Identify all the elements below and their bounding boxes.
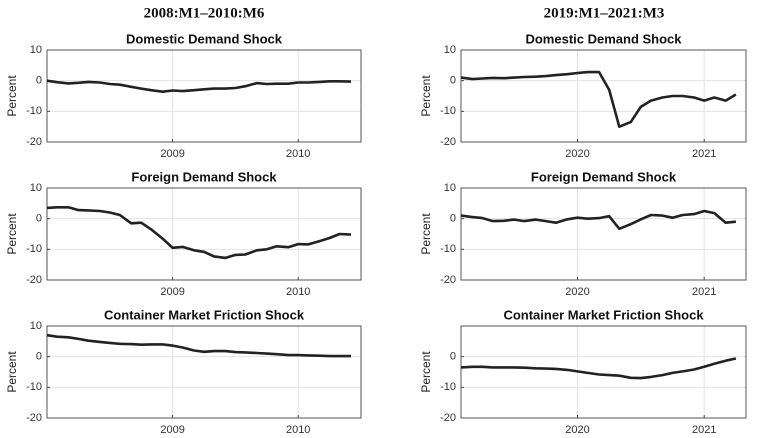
y-tick-label: 10	[30, 44, 42, 56]
y-axis-label: Percent	[419, 75, 433, 117]
y-tick-label: 0	[450, 75, 456, 87]
y-axis-label: Percent	[419, 213, 433, 255]
plot-title: Container Market Friction Shock	[104, 307, 305, 322]
y-axis-label: Percent	[419, 351, 433, 393]
data-line	[46, 333, 351, 358]
y-tick-label: -20	[26, 412, 42, 424]
plot-frame	[460, 187, 747, 281]
y-tick-label: 10	[444, 182, 456, 194]
x-tick-label: 2009	[160, 424, 184, 436]
data-line	[460, 209, 737, 231]
data-line	[460, 357, 737, 380]
x-tick-label: 2021	[692, 286, 716, 298]
column-title: 2008:M1–2010:M6	[144, 5, 265, 21]
y-tick-label: -20	[440, 412, 456, 424]
data-line	[46, 206, 352, 260]
column-title: 2019:M1–2021:M3	[544, 5, 665, 21]
x-tick-label: 2009	[160, 286, 184, 298]
x-tick-label: 2020	[565, 148, 589, 160]
plot-frame	[46, 325, 362, 419]
plot-title: Container Market Friction Shock	[503, 307, 704, 322]
plot-frame	[46, 49, 362, 143]
plot-frame	[46, 187, 362, 281]
y-tick-label: -20	[440, 274, 456, 286]
data-line	[460, 70, 737, 128]
x-tick-label: 2009	[160, 148, 184, 160]
y-axis-label: Percent	[5, 351, 19, 393]
y-tick-label: -20	[26, 136, 42, 148]
y-tick-label: -20	[440, 136, 456, 148]
x-tick-label: 2020	[565, 424, 589, 436]
y-tick-label: 10	[444, 44, 456, 56]
x-tick-label: 2010	[286, 148, 310, 160]
x-tick-label: 2021	[692, 148, 716, 160]
plot-frame	[460, 325, 747, 419]
y-tick-label: 0	[36, 213, 42, 225]
plot-area	[461, 188, 746, 280]
data-line	[46, 79, 352, 93]
plot-area	[461, 326, 746, 418]
y-tick-label: 10	[30, 182, 42, 194]
y-tick-label: 0	[450, 351, 456, 363]
plot-frame	[460, 49, 747, 143]
x-tick-label: 2010	[286, 286, 310, 298]
y-tick-label: -10	[440, 243, 456, 255]
y-tick-label: -10	[440, 381, 456, 393]
y-tick-label: -10	[440, 105, 456, 117]
x-tick-label: 2020	[565, 286, 589, 298]
y-tick-label: -10	[26, 105, 42, 117]
y-tick-label: 0	[36, 351, 42, 363]
y-tick-label: -10	[26, 381, 42, 393]
plot-title: Foreign Demand Shock	[531, 169, 677, 184]
x-tick-label: 2021	[692, 424, 716, 436]
y-tick-label: 10	[30, 320, 42, 332]
y-axis-label: Percent	[5, 75, 19, 117]
y-tick-label: 0	[36, 75, 42, 87]
plot-title: Domestic Demand Shock	[525, 31, 682, 46]
plot-title: Domestic Demand Shock	[126, 31, 283, 46]
plot-area	[461, 50, 746, 142]
y-axis-label: Percent	[5, 213, 19, 255]
plot-area	[47, 50, 361, 142]
y-tick-label: -10	[26, 243, 42, 255]
plot-area	[47, 326, 361, 418]
x-tick-label: 2010	[286, 424, 310, 436]
y-tick-label: -20	[26, 274, 42, 286]
plot-title: Foreign Demand Shock	[131, 169, 277, 184]
plot-area	[47, 188, 361, 280]
y-tick-label: 0	[450, 213, 456, 225]
